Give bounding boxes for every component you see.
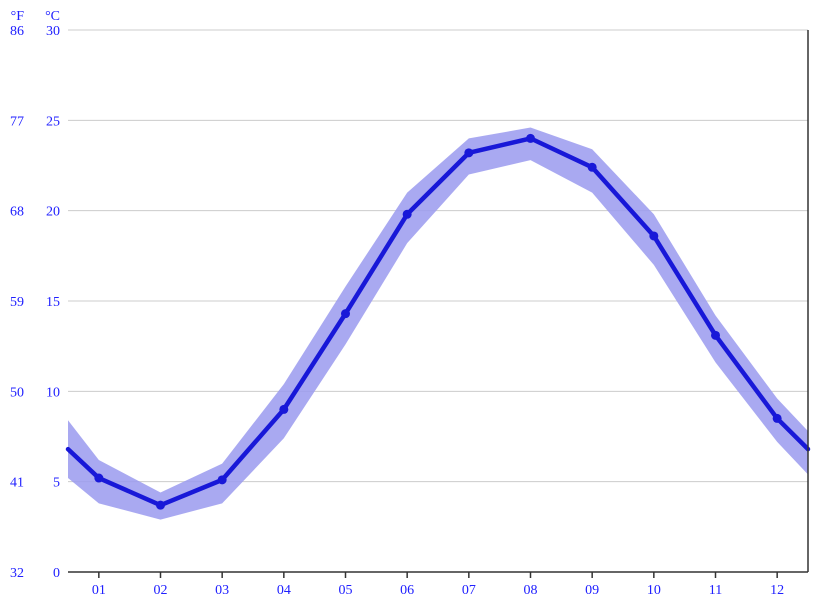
data-point [526, 134, 535, 143]
data-point [711, 331, 720, 340]
y-tick-label-c: 0 [53, 566, 60, 581]
data-point [341, 309, 350, 318]
temperature-chart: 0102030405060708091011120510152025303241… [0, 0, 815, 611]
y-tick-label-f: 68 [10, 205, 24, 220]
x-tick-label: 09 [585, 583, 599, 598]
x-tick-label: 06 [400, 583, 414, 598]
unit-label-c: °C [45, 9, 60, 24]
x-tick-label: 01 [92, 583, 106, 598]
unit-label-f: °F [11, 9, 25, 24]
y-tick-label-c: 15 [46, 295, 60, 310]
x-tick-label: 11 [709, 583, 722, 598]
x-tick-label: 10 [647, 583, 661, 598]
chart-svg: 0102030405060708091011120510152025303241… [0, 0, 815, 611]
x-tick-label: 07 [462, 583, 476, 598]
y-tick-label-f: 41 [10, 476, 24, 491]
data-point [464, 148, 473, 157]
y-tick-label-c: 20 [46, 205, 60, 220]
x-tick-label: 04 [277, 583, 291, 598]
y-tick-label-f: 59 [10, 295, 24, 310]
data-point [156, 501, 165, 510]
x-tick-label: 05 [339, 583, 353, 598]
data-point [279, 405, 288, 414]
y-tick-label-c: 5 [53, 476, 60, 491]
data-point [403, 210, 412, 219]
x-tick-label: 03 [215, 583, 229, 598]
y-tick-label-c: 10 [46, 385, 60, 400]
data-point [94, 474, 103, 483]
y-tick-label-f: 86 [10, 24, 24, 39]
data-point [218, 475, 227, 484]
y-tick-label-f: 32 [10, 566, 24, 581]
data-point [588, 163, 597, 172]
data-point [773, 414, 782, 423]
y-tick-label-c: 30 [46, 24, 60, 39]
x-tick-label: 12 [770, 583, 784, 598]
y-tick-label-c: 25 [46, 114, 60, 129]
data-point [649, 231, 658, 240]
x-tick-label: 02 [154, 583, 168, 598]
x-tick-label: 08 [524, 583, 538, 598]
y-tick-label-f: 50 [10, 385, 24, 400]
y-tick-label-f: 77 [10, 114, 24, 129]
